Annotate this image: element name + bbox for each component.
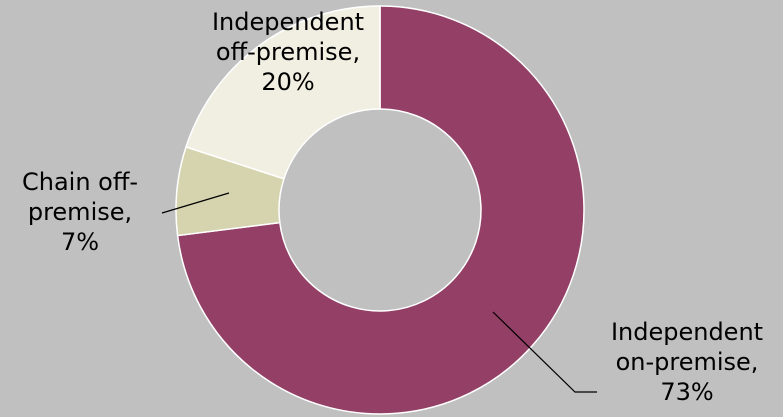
slice-label-line: off-premise, (216, 38, 360, 66)
slice-independent-off-premise (185, 5, 381, 180)
slice-label-line: Independent (212, 8, 364, 36)
slice-label-independent-off-premise: Independent off-premise, 20% (212, 8, 364, 96)
slice-independent-on-premise (176, 5, 585, 415)
slice-label-line: on-premise, (616, 348, 759, 376)
slice-label-line: Chain off- (22, 168, 138, 196)
leader-line-chain-off-premise (161, 192, 230, 214)
slice-label-line: Independent (611, 318, 763, 346)
slice-label-line: 73% (660, 378, 713, 406)
leader-lines (161, 192, 597, 393)
donut-slices (175, 5, 585, 415)
slice-label-line: 20% (261, 68, 314, 96)
leader-line-independent-on-premise (492, 311, 597, 393)
slice-label-chain-off-premise: Chain off-premise, 7% (22, 168, 138, 256)
slice-label-line: 7% (61, 228, 99, 256)
slice-label-line: premise, (28, 198, 132, 226)
slice-labels: Independent on-premise, 73%Chain off-premi… (22, 8, 763, 406)
slice-label-independent-on-premise: Independent on-premise, 73% (611, 318, 763, 406)
